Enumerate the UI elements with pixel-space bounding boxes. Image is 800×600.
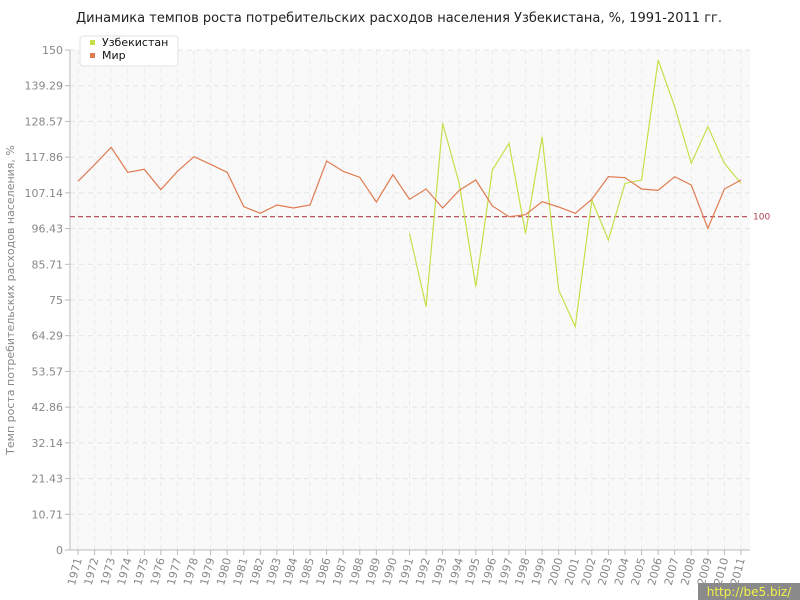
y-tick-label: 85.71	[32, 258, 64, 271]
y-tick-label: 10.71	[32, 508, 64, 521]
legend-label: Мир	[102, 49, 126, 62]
series-line	[77, 146, 742, 230]
y-tick-label: 96.43	[32, 223, 64, 236]
y-tick-label: 64.29	[32, 330, 64, 343]
reference-line-group: 100	[70, 213, 770, 223]
y-tick-label: 42.86	[32, 401, 64, 414]
y-tick-label: 21.43	[32, 473, 64, 486]
y-tick-label: 0	[56, 544, 63, 557]
y-tick-label: 150	[42, 44, 63, 57]
y-grid	[65, 49, 750, 551]
x-tick-label: 2011	[728, 556, 748, 586]
x-grid	[77, 50, 742, 555]
chart-title: Динамика темпов роста потребительских ра…	[76, 11, 722, 26]
legend-box	[79, 35, 179, 67]
y-tick-label: 139.29	[25, 80, 64, 93]
watermark-box	[698, 583, 800, 600]
y-tick-label: 53.57	[32, 365, 64, 378]
y-axis-label: Темп роста потребительских расходов насе…	[4, 145, 17, 456]
reference-line-label: 100	[753, 213, 770, 223]
legend-label: Узбекистан	[102, 36, 168, 49]
y-tick-labels: 0 10.71 21.43 32.14 42.86 53.57 64.29 75 85.71 96…	[25, 44, 64, 557]
legend-swatch	[90, 40, 95, 45]
y-tick-label: 107.14	[25, 187, 64, 200]
y-tick-label: 75	[49, 294, 63, 307]
legend-swatch	[90, 53, 95, 58]
series-group	[77, 59, 742, 329]
watermark: http://be5.biz/	[707, 585, 792, 599]
series-line	[408, 59, 742, 329]
y-tick-label: 32.14	[32, 437, 64, 450]
y-tick-label: 128.57	[25, 115, 64, 128]
x-tick-labels: 1971197219731974197519761977197819791980…	[65, 556, 748, 586]
y-tick-label: 117.86	[25, 151, 64, 164]
